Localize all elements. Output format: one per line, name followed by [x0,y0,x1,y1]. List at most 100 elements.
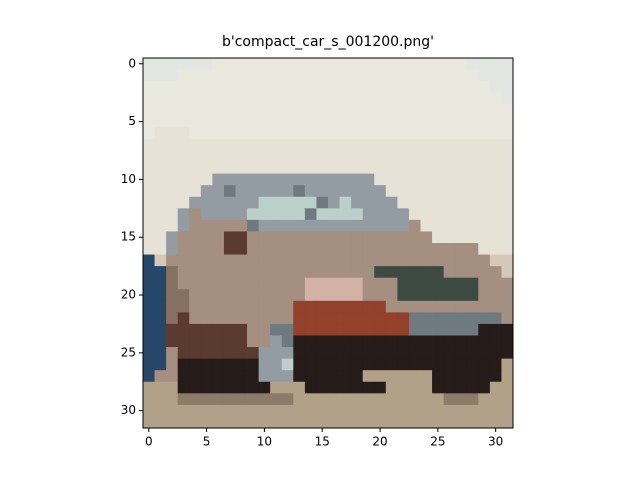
pixel [362,335,375,348]
pixel [189,289,202,302]
pixel [316,277,329,290]
pixel [200,277,213,290]
pixel [304,69,317,82]
pixel [455,393,468,406]
pixel [293,323,306,336]
pixel [270,150,283,163]
pixel [420,208,433,221]
pixel [212,335,225,348]
pixel [247,69,260,82]
pixel [235,404,248,417]
pixel [385,266,398,279]
pixel [143,92,155,105]
pixel [200,335,213,348]
pixel [304,381,317,394]
pixel [235,150,248,163]
pixel [223,381,236,394]
pixel [166,289,179,302]
pixel [189,312,202,325]
axes-frame [142,57,514,429]
pixel [212,358,225,371]
pixel [501,358,514,371]
pixel [212,138,225,151]
pixel [281,243,294,255]
pixel [466,173,479,186]
pixel [270,219,283,232]
pixel [478,196,491,209]
pixel [316,173,329,186]
pixel [270,370,283,383]
pixel [397,254,410,267]
pixel [351,254,364,267]
pixel [270,231,283,244]
pixel [293,81,306,94]
pixel [304,393,317,406]
pixel [328,254,340,267]
pixel [362,58,375,70]
pixel [385,312,398,325]
pixel [143,312,155,325]
pixel [223,231,236,244]
pixel [408,58,421,70]
pixel [223,208,236,221]
pixel [247,335,260,348]
pixel [166,92,179,105]
pixel [270,115,283,128]
pixel [235,370,248,383]
pixel [316,196,329,209]
pixel [177,104,190,117]
pixel [385,81,398,94]
pixel [189,185,202,198]
pixel [466,393,479,406]
pixel [189,162,202,175]
pixel [247,277,260,290]
pixel [489,231,502,244]
pixel [189,381,202,394]
pixel [339,208,352,221]
pixel [293,289,306,302]
pixel [270,58,283,70]
pixel [339,266,352,279]
pixel [270,358,283,371]
pixel [362,254,375,267]
pixel [501,243,514,255]
pixel [328,323,340,336]
pixel [443,127,456,140]
pixel [328,81,340,94]
pixel [351,219,364,232]
pixel [362,404,375,417]
pixel [328,185,340,198]
pixel [432,173,445,186]
pixel [281,104,294,117]
pixel [455,335,468,348]
pixel [235,277,248,290]
pixel [247,127,260,140]
pixel [212,127,225,140]
pixel [489,150,502,163]
pixel [293,266,306,279]
pixel [223,219,236,232]
pixel [200,358,213,371]
pixel [420,81,433,94]
pixel [258,185,271,198]
pixel [443,370,456,383]
pixel [247,208,260,221]
pixel [385,219,398,232]
pixel [374,81,387,94]
pixel [339,381,352,394]
pixel [143,173,155,186]
pixel [270,416,283,429]
pixel [247,138,260,151]
pixel [304,300,317,313]
pixel [408,173,421,186]
pixel [351,243,364,255]
pixel [235,115,248,128]
pixel [281,323,294,336]
pixel [385,173,398,186]
pixel [281,254,294,267]
pixel [397,81,410,94]
pixel [408,219,421,232]
pixel [339,243,352,255]
pixel [270,393,283,406]
